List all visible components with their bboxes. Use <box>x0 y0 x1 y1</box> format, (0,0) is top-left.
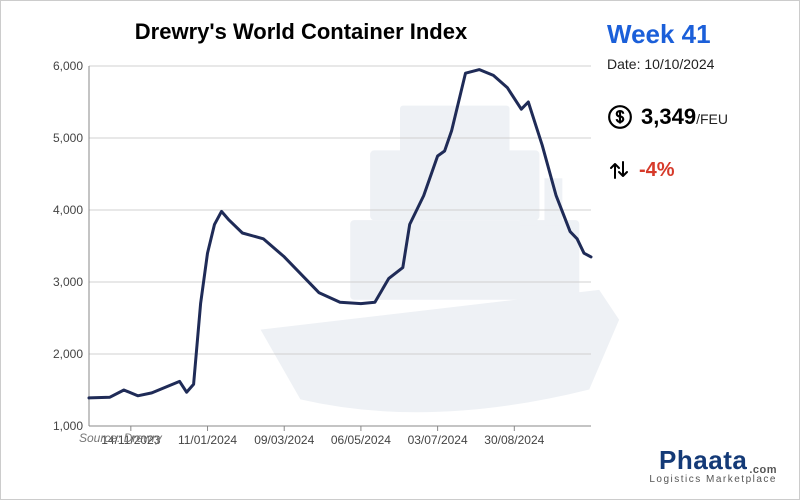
date-label: Date: 10/10/2024 <box>607 56 777 72</box>
week-label: Week 41 <box>607 19 777 50</box>
chart-card: Drewry's World Container Index 1,0002,00… <box>0 0 800 500</box>
svg-text:2,000: 2,000 <box>53 347 83 361</box>
price-metric: 3,349/FEU <box>607 104 777 130</box>
chart-area: 1,0002,0003,0004,0005,0006,00014/11/2023… <box>41 56 601 456</box>
brand-name: Phaata.com <box>649 445 777 476</box>
svg-text:11/01/2024: 11/01/2024 <box>178 433 237 447</box>
price-unit: /FEU <box>696 111 728 127</box>
dollar-icon <box>607 104 633 130</box>
brand-text: Phaata <box>659 445 747 475</box>
svg-text:03/07/2024: 03/07/2024 <box>408 433 468 447</box>
source-credit: Source: Drewry <box>79 431 162 445</box>
brand-logo: Phaata.com Logistics Marketplace <box>649 445 777 485</box>
change-value: -4% <box>639 159 675 182</box>
svg-text:06/05/2024: 06/05/2024 <box>331 433 391 447</box>
chart-title: Drewry's World Container Index <box>41 19 561 45</box>
brand-tagline: Logistics Marketplace <box>649 474 777 485</box>
svg-text:09/03/2024: 09/03/2024 <box>254 433 314 447</box>
side-panel: Week 41 Date: 10/10/2024 3,349/FEU -4% <box>607 19 777 182</box>
line-chart-svg: 1,0002,0003,0004,0005,0006,00014/11/2023… <box>41 56 601 456</box>
svg-text:30/08/2024: 30/08/2024 <box>484 433 544 447</box>
price-value: 3,349 <box>641 104 696 129</box>
updown-arrows-icon <box>607 158 631 182</box>
svg-text:5,000: 5,000 <box>53 131 83 145</box>
svg-text:3,000: 3,000 <box>53 275 83 289</box>
change-metric: -4% <box>607 158 777 182</box>
svg-text:4,000: 4,000 <box>53 203 83 217</box>
svg-text:6,000: 6,000 <box>53 59 83 73</box>
